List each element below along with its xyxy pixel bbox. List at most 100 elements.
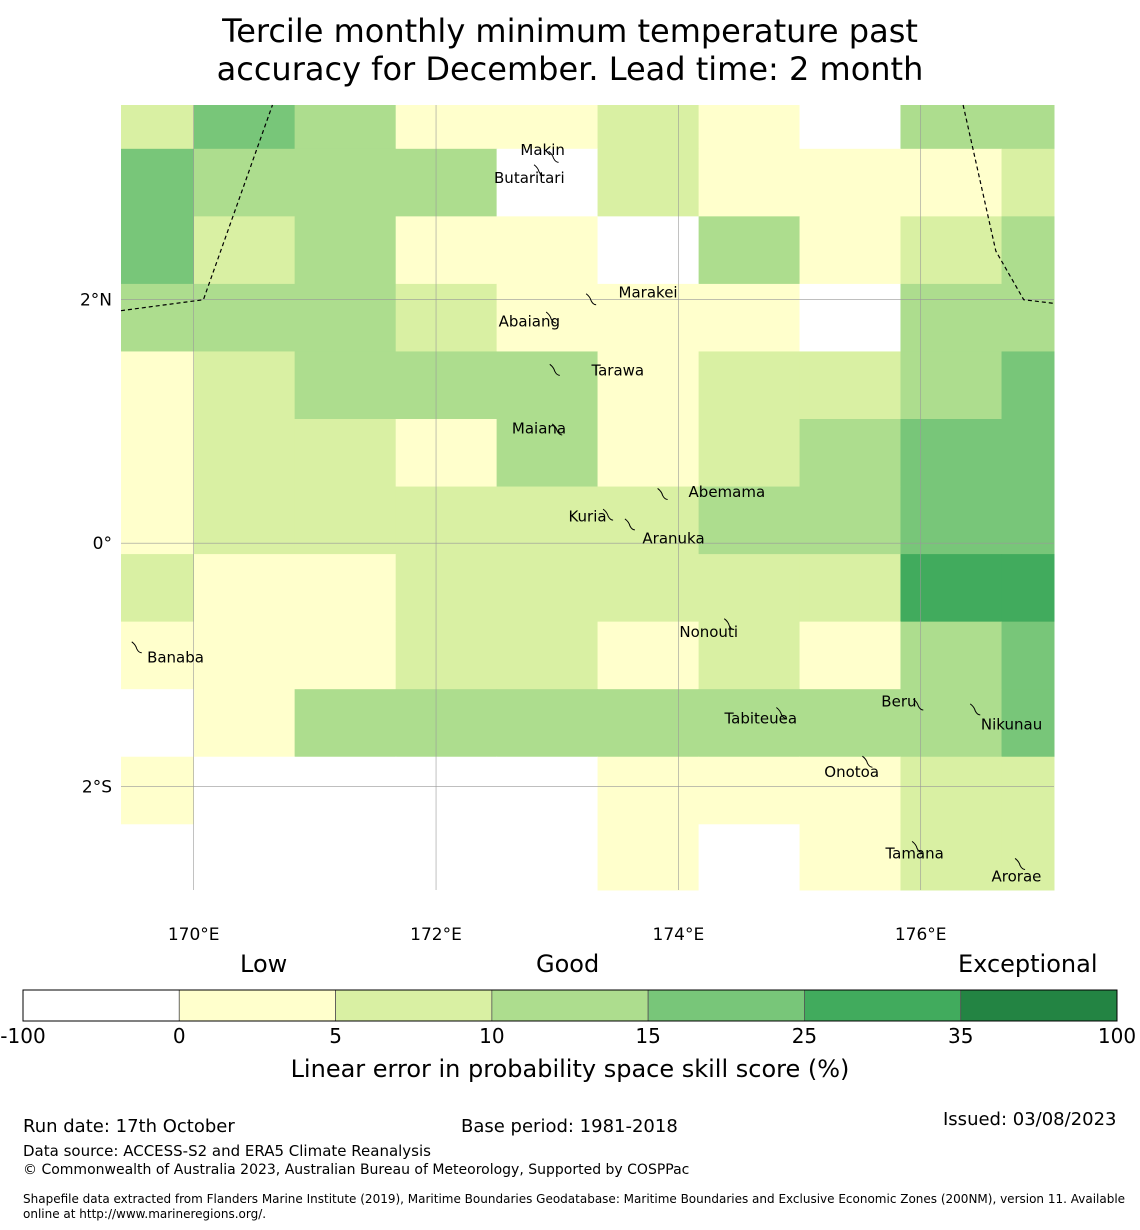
island-outline [545,311,557,324]
skill-cell [698,351,801,420]
lon-tick-label: 172°E [410,925,462,945]
skill-cell [496,621,599,690]
skill-cell [900,351,1003,420]
skill-cell [496,351,599,420]
copyright: © Commonwealth of Australia 2023, Austra… [23,1162,690,1178]
base-period: Base period: 1981-2018 [461,1116,678,1137]
skill-cell [294,351,397,420]
skill-cell [900,756,1003,825]
skill-cell [1001,756,1055,825]
skill-cell [799,105,901,150]
colorbar-tick-label: 5 [329,1024,342,1048]
skill-cell [121,689,195,758]
colorbar-swatch [647,989,805,1022]
island-label: Nikunau [981,715,1042,733]
lat-tick-label: 0° [93,534,112,554]
island-label: Maiana [512,420,566,438]
skill-cell [121,351,195,420]
island-label: Abaiang [499,313,560,331]
colorbar-tick-label: 10 [479,1024,505,1048]
skill-cell [395,486,498,555]
island-label: Arorae [992,868,1042,886]
skill-cell [193,756,296,825]
skill-cell [799,419,901,488]
island-label: Banaba [147,649,204,667]
skill-cell [121,621,195,690]
colorbar-tick-label: 100 [1097,1024,1137,1048]
skill-cell [1001,554,1055,623]
skill-cell [496,756,599,825]
skill-cell [698,148,801,217]
skill-cell [121,105,195,150]
skill-cell [193,621,296,690]
island-label: Tarawa [590,361,644,379]
island-outline [602,508,614,521]
skill-cell [1001,351,1055,420]
skill-cell [121,283,195,352]
island-label: Marakei [619,283,678,301]
island-label: Abemama [689,483,766,501]
skill-cell [799,554,901,623]
colorbar-tick-label: 25 [791,1024,818,1048]
lon-tick-label: 170°E [168,925,220,945]
skill-cell [395,283,498,352]
skill-cell [294,148,397,217]
skill-cell [799,283,901,352]
island-label: Tabiteuea [723,709,797,727]
colorbar-swatch [491,989,649,1022]
skill-cell [1001,824,1055,891]
island-outline [533,164,545,177]
skill-cell [597,148,700,217]
skill-cell [1001,419,1055,488]
skill-cell [193,419,296,488]
island-label: Aranuka [642,529,704,547]
skill-cell [395,621,498,690]
island-outline [969,703,981,716]
skill-cell [799,216,901,285]
island-outline [585,293,597,306]
skill-cell [1001,148,1055,217]
skill-cell [900,621,1003,690]
skill-cell [496,554,599,623]
skill-cell [193,486,296,555]
lon-tick-label: 174°E [653,925,705,945]
issued-date: Issued: 03/08/2023 [943,1109,1117,1130]
skill-cell [496,105,599,150]
colorbar-word-good: Good [536,950,600,978]
skill-cell [698,216,801,285]
skill-cell [395,689,498,758]
eez-boundaries [120,104,1055,312]
colorbar-word-low: Low [240,950,288,978]
skill-cell [496,216,599,285]
island-outline [549,363,560,376]
skill-cell [900,216,1003,285]
island-label: Onotoa [824,763,879,781]
colorbar-tick-label: 0 [172,1024,186,1048]
island-label: Nonouti [679,623,738,641]
graticule [121,105,1054,890]
skill-cell [294,216,397,285]
skill-cell [597,351,700,420]
skill-cell [900,105,1003,150]
skill-cell [395,351,498,420]
skill-cell [799,148,901,217]
skill-cell [799,621,901,690]
colorbar-swatch [178,989,336,1022]
skill-cell [597,105,700,150]
skill-cell [799,486,901,555]
skill-cell [193,554,296,623]
skill-cell [395,148,498,217]
island-label: Kuria [568,507,606,525]
skill-cell [900,419,1003,488]
skill-cell [799,351,901,420]
skill-cell [496,689,599,758]
skill-cell [900,283,1003,352]
skill-grid [121,105,1055,891]
skill-cell [799,824,901,891]
lat-tick-label: 2°N [80,291,112,311]
skill-cell [1001,621,1055,690]
skill-cell [395,419,498,488]
island-label: Tamana [884,844,943,862]
skill-cell [294,283,397,352]
skill-cell [395,756,498,825]
